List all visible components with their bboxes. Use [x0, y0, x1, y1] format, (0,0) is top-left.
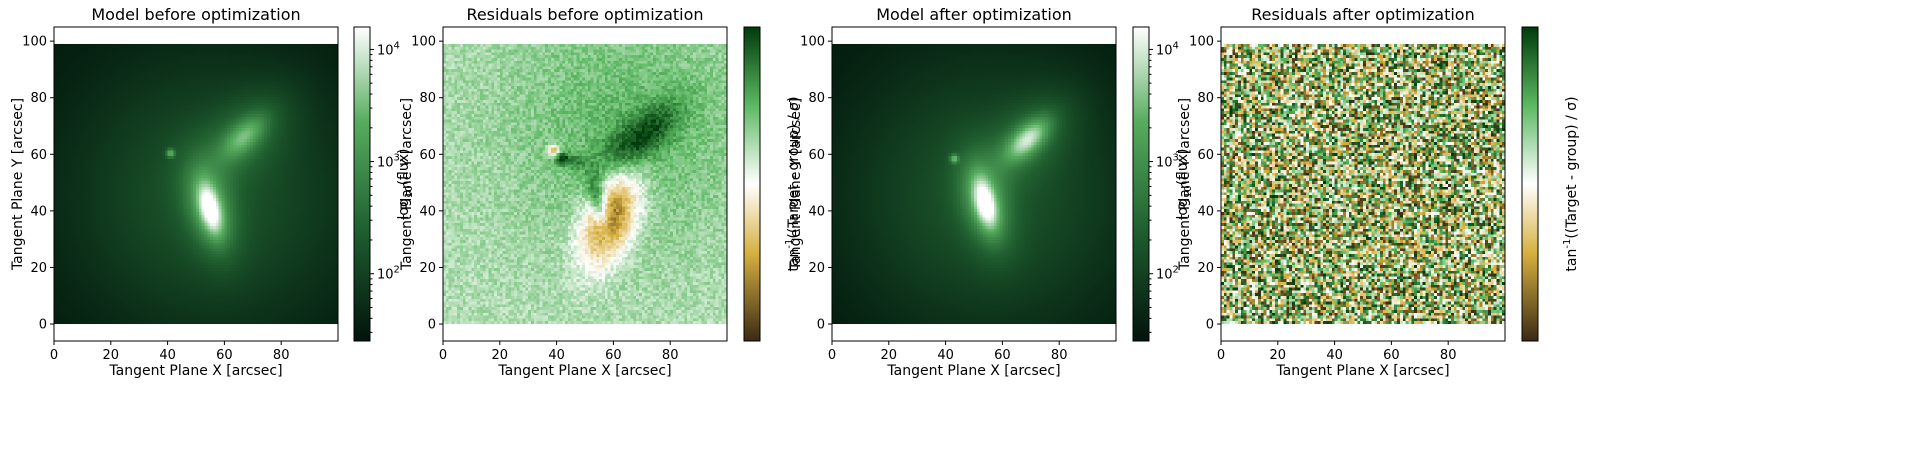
x-tick-label: 20 [1270, 348, 1287, 363]
x-tick-label: 0 [828, 348, 836, 363]
x-tick-label: 60 [1383, 348, 1400, 363]
y-tick-label: 100 [22, 35, 47, 50]
y-axis-label: Tangent Plane Y [arcsec] [1177, 98, 1193, 271]
y-tick-label: 100 [1189, 35, 1214, 50]
panel-4: Residuals after optimization 0 20 40 60 80 0 20… [1177, 5, 1580, 379]
heatmap-image [443, 43, 727, 325]
colorbar-tick-label: 104 [377, 40, 400, 58]
y-tick-label: 80 [419, 91, 436, 106]
y-axis-label: Tangent Plane Y [arcsec] [10, 98, 26, 271]
y-tick-label: 20 [419, 261, 436, 276]
y-tick-label: 40 [30, 204, 47, 219]
y-tick-label: 20 [1197, 261, 1214, 276]
chart-title: Model after optimization [876, 5, 1072, 24]
panel-1: Model before optimization 0 20 40 60 80 0 20 40 6… [10, 5, 415, 379]
y-tick-label: 40 [808, 204, 825, 219]
colorbar-bar [353, 26, 371, 342]
x-tick-label: 60 [994, 348, 1011, 363]
x-tick-label: 80 [1051, 348, 1068, 363]
y-axis-label: Tangent Plane Y [arcsec] [788, 98, 804, 271]
y-tick-label: 40 [419, 204, 436, 219]
colorbar-label: log10(flux) [396, 149, 415, 220]
x-tick-label: 80 [273, 348, 290, 363]
chart-title: Residuals before optimization [466, 5, 703, 24]
x-axis-label: Tangent Plane X [arcsec] [886, 363, 1060, 379]
colorbar-label: log10(flux) [1175, 149, 1194, 220]
colorbar-label: tan-1((Target - group) / σ) [784, 96, 802, 271]
colorbar-tick-label: 102 [377, 265, 400, 283]
y-tick-label: 80 [30, 91, 47, 106]
y-tick-label: 0 [39, 318, 47, 333]
y-tick-label: 20 [808, 261, 825, 276]
colorbar-bar [743, 26, 761, 342]
y-tick-label: 0 [817, 318, 825, 333]
colorbar: tan-1((Target - group) / σ) [1521, 26, 1580, 342]
x-axis-label: Tangent Plane X [arcsec] [497, 363, 671, 379]
x-tick-label: 40 [548, 348, 565, 363]
heatmap-image [832, 43, 1116, 325]
chart-title: Model before optimization [91, 5, 300, 24]
y-tick-label: 0 [1206, 318, 1214, 333]
y-tick-label: 100 [411, 35, 436, 50]
heatmap-image [54, 43, 338, 325]
colorbar-bar [1521, 26, 1539, 342]
y-tick-label: 60 [30, 148, 47, 163]
x-tick-label: 20 [103, 348, 120, 363]
x-axis-label: Tangent Plane X [arcsec] [1275, 363, 1449, 379]
y-tick-label: 60 [1197, 148, 1214, 163]
panel-2: Residuals before optimization 0 20 40 60 80 0 2… [399, 5, 802, 379]
x-tick-label: 40 [1326, 348, 1343, 363]
x-tick-label: 20 [881, 348, 898, 363]
y-tick-label: 100 [800, 35, 825, 50]
axes-frame [442, 26, 728, 342]
axes-frame [831, 26, 1117, 342]
x-tick-label: 0 [439, 348, 447, 363]
y-tick-label: 40 [1197, 204, 1214, 219]
colorbar-label: tan-1((Target - group) / σ) [1562, 96, 1580, 271]
colorbar: tan-1((Target - group) / σ) [743, 26, 802, 342]
colorbar-tick-label: 104 [1156, 40, 1179, 58]
x-tick-label: 40 [159, 348, 176, 363]
y-axis-label: Tangent Plane Y [arcsec] [399, 98, 415, 271]
colorbar-tick-label: 102 [1156, 265, 1179, 283]
heatmap-image [1221, 43, 1505, 325]
x-tick-label: 80 [662, 348, 679, 363]
y-tick-label: 80 [808, 91, 825, 106]
x-axis-label: Tangent Plane X [arcsec] [108, 363, 282, 379]
y-tick-label: 80 [1197, 91, 1214, 106]
x-tick-label: 80 [1440, 348, 1457, 363]
y-tick-label: 20 [30, 261, 47, 276]
x-tick-label: 60 [216, 348, 233, 363]
panel-3: Model after optimization 0 20 40 60 80 0 20 40 60… [788, 5, 1194, 379]
x-tick-label: 40 [937, 348, 954, 363]
y-tick-label: 60 [419, 148, 436, 163]
y-tick-label: 60 [808, 148, 825, 163]
chart-title: Residuals after optimization [1251, 5, 1474, 24]
axes-frame [53, 26, 339, 342]
colorbar-bar [1132, 26, 1150, 342]
x-tick-label: 20 [492, 348, 509, 363]
y-tick-label: 0 [428, 318, 436, 333]
axes-frame [1220, 26, 1506, 342]
x-tick-label: 0 [1217, 348, 1225, 363]
x-tick-label: 60 [605, 348, 622, 363]
x-tick-label: 0 [50, 348, 58, 363]
